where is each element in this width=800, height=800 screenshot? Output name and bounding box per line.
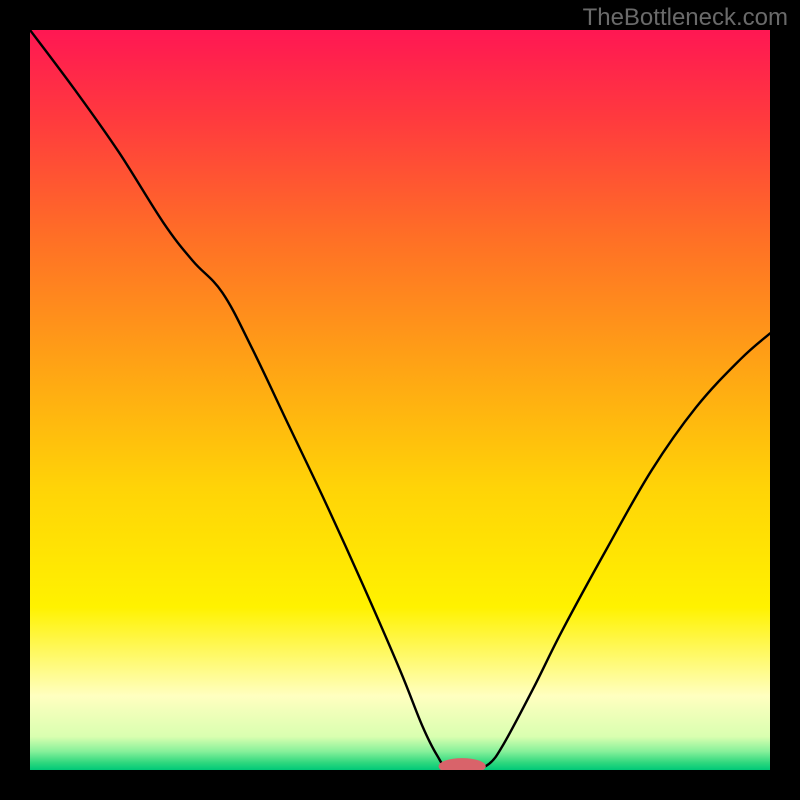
bottleneck-chart xyxy=(30,30,770,770)
watermark-label: TheBottleneck.com xyxy=(583,4,788,32)
gradient-background xyxy=(30,30,770,770)
chart-frame: TheBottleneck.com xyxy=(0,0,800,800)
